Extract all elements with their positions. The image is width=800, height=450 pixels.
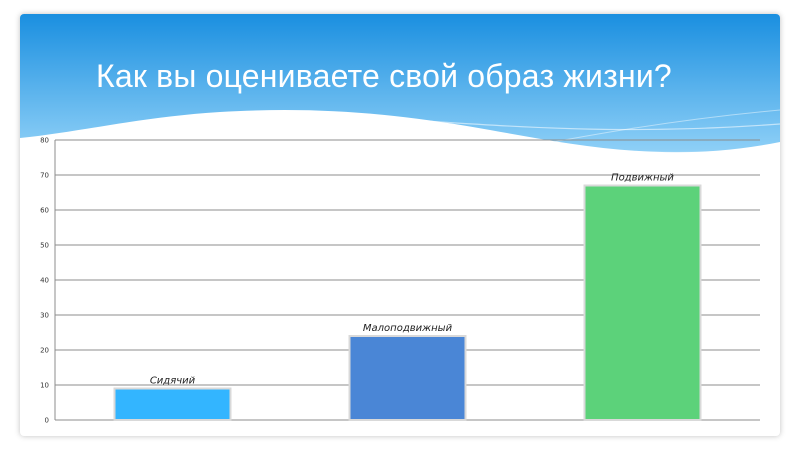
y-tick-label: 40 xyxy=(40,277,49,285)
header-wave-shape xyxy=(20,14,780,153)
header-swoosh-2 xyxy=(459,109,780,161)
y-tick-label: 30 xyxy=(40,312,49,320)
y-tick-label: 60 xyxy=(40,207,49,215)
y-tick-label: 70 xyxy=(40,172,49,180)
page-title: Как вы оцениваете свой образ жизни? xyxy=(96,58,672,94)
bar-label: Подвижный xyxy=(611,173,674,184)
header-background xyxy=(20,14,780,161)
slide-frame: Как вы оцениваете свой образ жизни? 0 10 2… xyxy=(20,14,780,436)
y-tick-label: 0 xyxy=(45,417,49,425)
bar-3 xyxy=(583,184,702,421)
bar-label: Сидячий xyxy=(150,376,196,387)
bar-chart: 0 10 20 30 40 50 60 70 80 Сидячий Малоподвижный Под… xyxy=(40,137,760,425)
y-tick-label: 80 xyxy=(40,137,49,145)
header-swoosh-1 xyxy=(249,114,780,131)
bar-1 xyxy=(113,387,232,421)
y-tick-label: 20 xyxy=(40,347,49,355)
y-tick-label: 10 xyxy=(40,382,49,390)
y-tick-label: 50 xyxy=(40,242,49,250)
header-swoosh-3 xyxy=(539,141,780,153)
bar-2 xyxy=(348,335,467,421)
bar-label: Малоподвижный xyxy=(363,323,453,334)
